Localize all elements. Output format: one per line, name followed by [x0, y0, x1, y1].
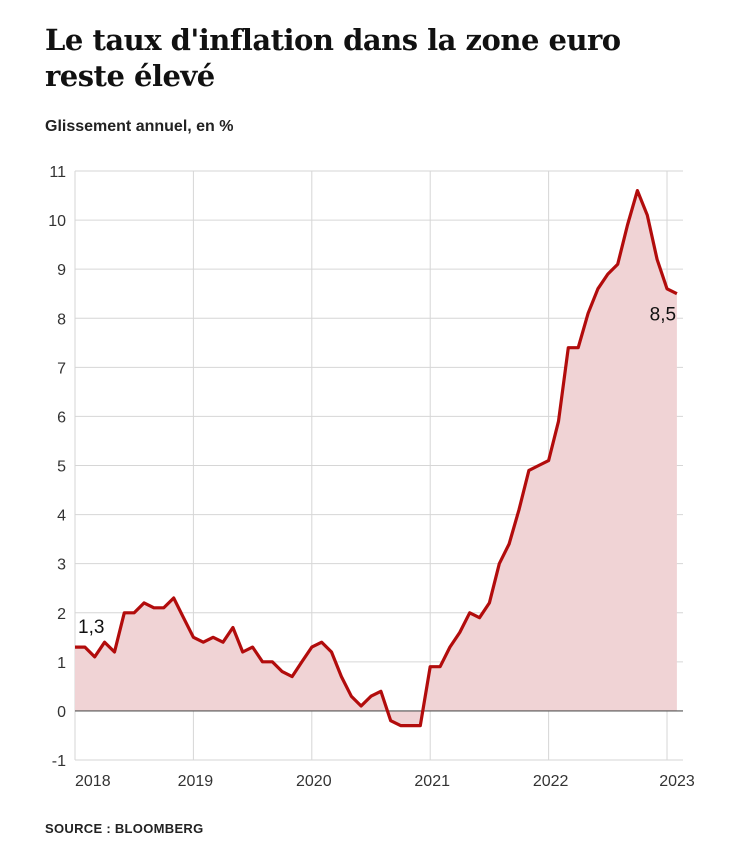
chart-title: Le taux d'inflation dans la zone euro re…: [45, 23, 621, 93]
x-tick-label: 2019: [178, 773, 214, 790]
y-tick-label: 9: [57, 262, 66, 279]
x-axis: 2018 2019 2020 2021 2022 2023: [75, 773, 695, 790]
x-tick-label: 2022: [533, 773, 569, 790]
area-fill: [75, 190, 677, 726]
y-tick-label: 3: [57, 557, 66, 574]
y-tick-label: 7: [57, 360, 66, 377]
y-tick-label: 8: [57, 311, 66, 328]
x-tick-label: 2023: [659, 773, 695, 790]
y-tick-label: 5: [57, 459, 66, 476]
y-tick-label: 1: [57, 655, 66, 672]
y-tick-label: 10: [48, 213, 66, 230]
y-tick-label: 11: [49, 164, 66, 181]
x-tick-label: 2021: [414, 773, 450, 790]
y-tick-label: 2: [57, 606, 66, 623]
y-tick-label: 6: [57, 409, 66, 426]
x-tick-label: 2018: [75, 773, 111, 790]
series-line: [75, 189, 678, 728]
x-tick-label: 2020: [296, 773, 332, 790]
data-labels: 1,3 8,5: [78, 305, 676, 638]
source-note: SOURCE : BLOOMBERG: [45, 821, 204, 836]
chart-subtitle: Glissement annuel, en %: [45, 118, 234, 135]
y-tick-label: -1: [52, 753, 66, 770]
data-label: 8,5: [650, 305, 676, 326]
y-tick-label: 4: [57, 508, 66, 525]
y-tick-label: 0: [57, 704, 66, 721]
data-label: 1,3: [78, 617, 104, 638]
